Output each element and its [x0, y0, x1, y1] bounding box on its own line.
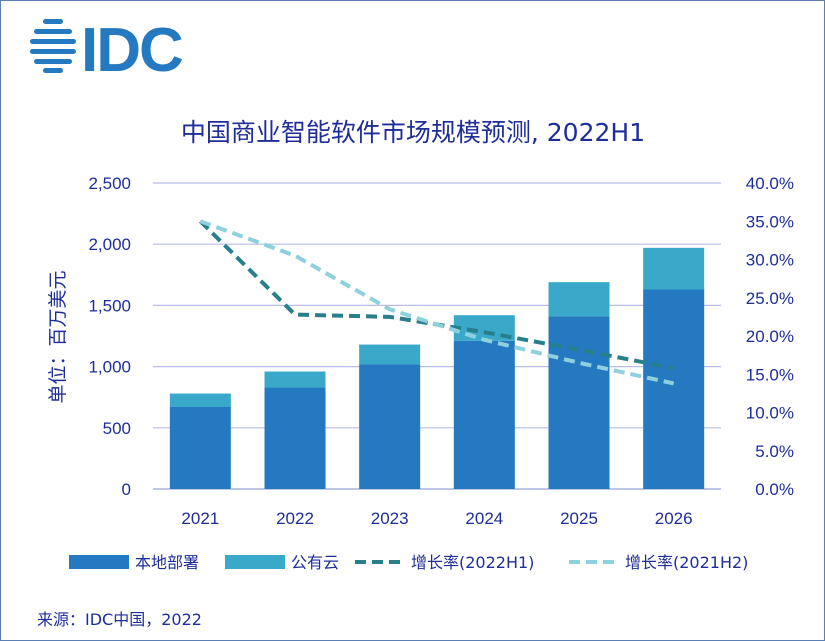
- legend-label: 增长率(2021H2): [625, 553, 748, 572]
- legend-label: 公有云: [291, 553, 339, 572]
- bar-on-premise: [264, 387, 326, 489]
- legend-on-premise: 本地部署: [69, 553, 199, 572]
- x-tick-label: 2025: [560, 509, 598, 528]
- y2-axis-ticks: 0.0% 5.0% 10.0% 15.0% 20.0% 25.0% 30.0% 35.0% 40…: [746, 174, 794, 499]
- x-tick-label: 2024: [465, 509, 503, 528]
- y-tick-label: 2,500: [88, 174, 131, 193]
- y-tick-label: 1,000: [88, 358, 131, 377]
- y2-tick-label: 0.0%: [755, 480, 794, 499]
- y2-tick-label: 25.0%: [746, 289, 794, 308]
- growth-line-2021h2: [199, 219, 675, 386]
- y2-tick-label: 30.0%: [746, 251, 794, 270]
- bar-on-premise: [453, 340, 515, 489]
- y2-tick-label: 15.0%: [746, 365, 794, 384]
- bar-public-cloud: [169, 393, 231, 407]
- x-tick-label: 2022: [276, 509, 314, 528]
- growth-lines: [198, 219, 675, 386]
- x-axis-ticks: 2021 2022 2023 2024 2025 2026: [181, 509, 692, 528]
- y2-tick-label: 40.0%: [746, 174, 794, 193]
- y-tick-label: 1,500: [88, 296, 131, 315]
- y2-tick-label: 20.0%: [746, 327, 794, 346]
- idc-logo: IDC: [30, 16, 185, 85]
- y2-tick-label: 35.0%: [746, 212, 794, 231]
- y-axis-ticks: 0 500 1,000 1,500 2,000 2,500: [88, 174, 131, 499]
- x-tick-label: 2023: [371, 509, 409, 528]
- bar-public-cloud: [548, 282, 610, 317]
- y-axis-label: 单位：百万美元: [47, 270, 69, 403]
- legend-swatch: [69, 555, 129, 569]
- legend-label: 本地部署: [135, 553, 199, 572]
- y2-tick-label: 5.0%: [755, 442, 794, 461]
- legend-label: 增长率(2022H1): [411, 553, 534, 572]
- idc-globe-icon: [30, 19, 76, 73]
- legend-growth-2022h1: 增长率(2022H1): [355, 553, 534, 572]
- legend: 本地部署 公有云 增长率(2022H1) 增长率(2021H2): [69, 553, 748, 572]
- bars: [169, 247, 705, 489]
- source-note: 来源：IDC中国，2022: [37, 610, 202, 629]
- bar-public-cloud: [643, 247, 705, 290]
- y2-tick-label: 10.0%: [746, 404, 794, 423]
- bar-on-premise: [169, 406, 231, 489]
- legend-growth-2021h2: 增长率(2021H2): [569, 553, 748, 572]
- gridlines: [153, 182, 721, 490]
- bar-public-cloud: [264, 371, 326, 388]
- y-tick-label: 500: [103, 419, 131, 438]
- x-tick-label: 2021: [181, 509, 219, 528]
- bar-on-premise: [359, 364, 421, 489]
- idc-logo-text: IDC: [81, 16, 183, 85]
- y-tick-label: 2,000: [88, 235, 131, 254]
- chart-title: 中国商业智能软件市场规模预测, 2022H1: [181, 118, 645, 147]
- legend-public-cloud: 公有云: [225, 553, 339, 572]
- x-tick-label: 2026: [655, 509, 693, 528]
- bar-public-cloud: [359, 344, 421, 365]
- y-tick-label: 0: [122, 480, 131, 499]
- bar-on-premise: [643, 289, 705, 489]
- bar-on-premise: [548, 316, 610, 489]
- legend-swatch: [225, 555, 285, 569]
